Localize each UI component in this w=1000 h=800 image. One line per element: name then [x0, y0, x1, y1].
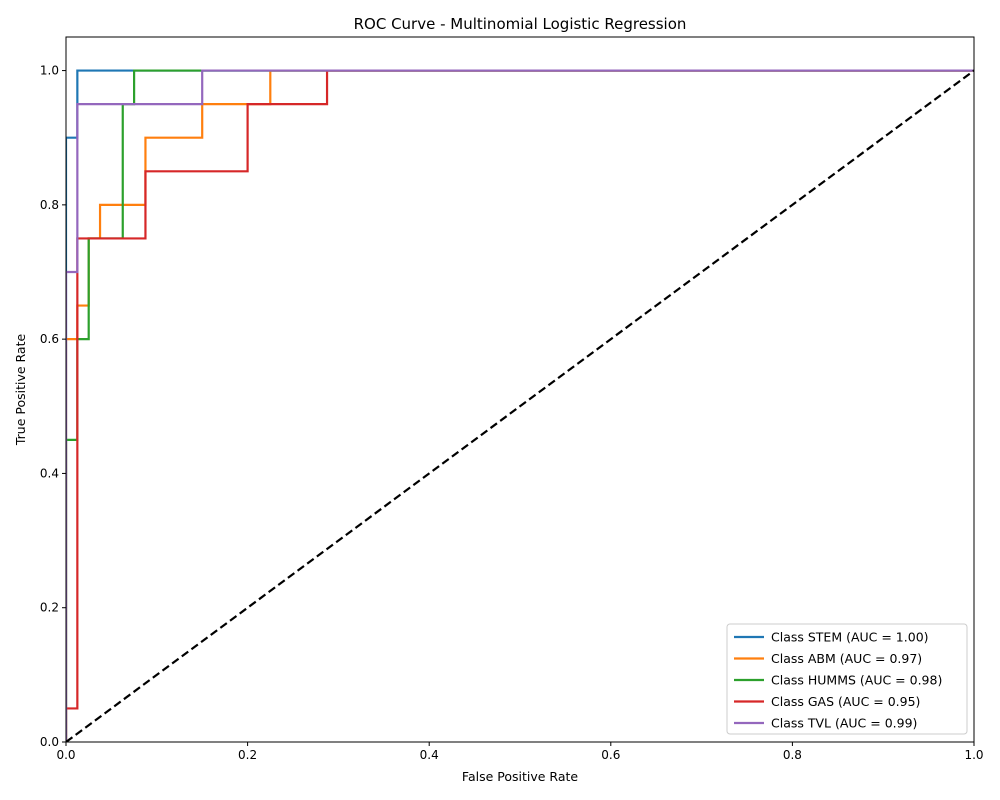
- legend-entry: Class GAS (AUC = 0.95): [771, 694, 920, 709]
- legend-frame: [726, 623, 968, 735]
- series-line-4: [66, 69, 974, 742]
- legend-entry: Class HUMMS (AUC = 0.98): [771, 673, 942, 688]
- chance-diagonal-line: [66, 69, 974, 742]
- x-tick-label: 0.8: [783, 748, 802, 762]
- x-axis-label: False Positive Rate: [462, 769, 578, 784]
- legend-entry: Class ABM (AUC = 0.97): [771, 651, 922, 666]
- y-tick-label: 0.6: [40, 332, 59, 346]
- x-axis-ticks: 0.0 0.2 0.4 0.6 0.8 1.0: [56, 742, 984, 762]
- y-tick-label: 0.2: [40, 601, 59, 615]
- y-axis-ticks: 0.0 0.2 0.4 0.6 0.8 1.0: [40, 64, 66, 749]
- x-tick-label: 0.6: [601, 748, 620, 762]
- plot-frame: [65, 36, 975, 743]
- x-tick-label: 1.0: [964, 748, 983, 762]
- y-axis-label: True Positive Rate: [13, 334, 28, 447]
- y-tick-label: 0.8: [40, 198, 59, 212]
- legend-entry: Class TVL (AUC = 0.99): [771, 716, 917, 731]
- y-tick-label: 0.4: [40, 466, 59, 480]
- x-tick-label: 0.4: [420, 748, 439, 762]
- legend-entry: Class STEM (AUC = 1.00): [771, 630, 929, 645]
- y-tick-label: 0.0: [40, 735, 59, 749]
- y-tick-label: 1.0: [40, 64, 59, 78]
- series-layer: [66, 69, 974, 742]
- chart-title: ROC Curve - Multinomial Logistic Regress…: [354, 15, 687, 33]
- legend: Class STEM (AUC = 1.00) Class ABM (AUC = …: [726, 623, 968, 735]
- series-line-3: [66, 69, 974, 742]
- x-tick-label: 0.0: [56, 748, 75, 762]
- x-tick-label: 0.2: [238, 748, 257, 762]
